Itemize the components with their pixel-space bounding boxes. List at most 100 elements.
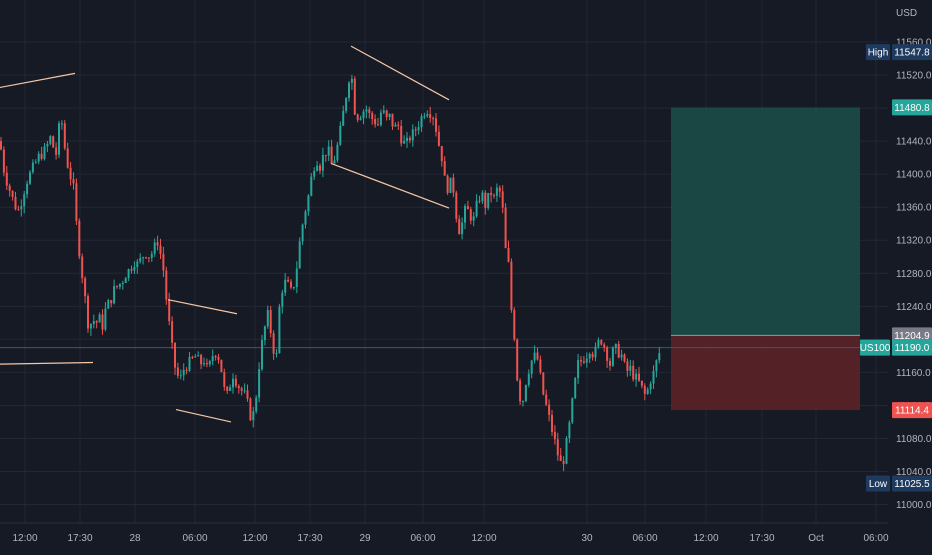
candle-body [237, 385, 240, 389]
candle-body [539, 359, 542, 373]
candle-body [440, 146, 443, 162]
current-price-label-tag: US100 [860, 343, 891, 354]
candle-body [2, 149, 5, 173]
y-tick-label: 11520.0 [896, 71, 932, 82]
candle-body [26, 183, 29, 195]
trendline[interactable] [0, 72, 76, 89]
candle-body [391, 113, 394, 127]
candle-body [101, 314, 104, 330]
candle-body [165, 270, 168, 300]
trendline[interactable] [350, 45, 450, 101]
stop-zone[interactable] [671, 335, 860, 411]
candle-body [629, 365, 632, 371]
candle-body [92, 321, 95, 324]
candle-body [582, 361, 585, 363]
candle-body [348, 82, 350, 99]
candle-body [75, 183, 78, 221]
candle-body [345, 98, 348, 111]
candle-body [374, 119, 377, 125]
candle-body [46, 143, 49, 147]
candle-body [78, 220, 81, 257]
trendlines[interactable] [0, 45, 450, 423]
candle-body [556, 439, 559, 456]
candle-body [232, 378, 234, 388]
entry-price-label-bg [892, 327, 932, 344]
candle-body [603, 344, 606, 348]
y-tick-label: 11360.0 [896, 203, 932, 214]
candle-body [388, 113, 391, 118]
candle-body [423, 116, 426, 118]
candlesticks [0, 74, 661, 472]
candle-body [362, 111, 365, 119]
candle-body [397, 124, 400, 126]
candle-body [551, 414, 553, 432]
candle-body [249, 398, 252, 421]
candle-body [519, 380, 522, 402]
candle-body [113, 285, 116, 304]
x-tick-label: 06:00 [182, 533, 207, 544]
candle-body [571, 398, 574, 423]
candle-body [203, 363, 205, 365]
candle-body [609, 360, 611, 366]
candle-body [58, 123, 60, 155]
candle-body [110, 300, 113, 304]
candle-body [472, 216, 475, 221]
y-tick-label: 11560.0 [896, 38, 932, 49]
low-price-label-tag: Low [869, 479, 888, 490]
time-axis[interactable]: 12:00 17:30 28 06:00 12:00 17:30 29 06:00 12:00 3… [12, 533, 888, 544]
trendline[interactable] [175, 408, 232, 423]
candle-body [301, 224, 304, 242]
trendline[interactable] [0, 361, 94, 365]
y-tick-label: 11000.0 [896, 500, 932, 511]
candle-body [365, 109, 368, 112]
candle-body [371, 112, 374, 120]
candle-body [243, 390, 246, 392]
x-tick-label: Oct [808, 533, 824, 544]
candle-body [263, 326, 266, 341]
candle-body [580, 360, 582, 362]
candle-body [278, 306, 281, 354]
target-price-label-bg [892, 99, 932, 116]
candle-body [435, 118, 437, 132]
candle-body [240, 388, 243, 391]
candle-body [446, 175, 449, 193]
high-price-label-bg [892, 44, 932, 61]
candle-body [214, 356, 217, 358]
target-price-label: 11480.8 [894, 103, 930, 114]
high-price-label-tag: High [868, 48, 889, 59]
candle-body [640, 380, 643, 386]
candle-body [449, 177, 452, 193]
candle-body [577, 360, 580, 379]
y-tick-label: 11440.0 [896, 137, 932, 148]
candle-body [205, 363, 208, 365]
candle-body [107, 300, 110, 309]
candle-body [246, 390, 249, 399]
low-price-label-bg [892, 475, 932, 492]
candle-body [443, 161, 446, 176]
candle-body [591, 353, 594, 358]
candle-body [414, 129, 417, 131]
candle-body [339, 125, 342, 145]
candle-body [142, 257, 145, 259]
candle-body [150, 253, 153, 258]
candle-body [11, 190, 14, 197]
trendline[interactable] [330, 162, 450, 209]
price-axis[interactable]: USD 11560.011520.011480.011440.011400.01… [896, 8, 932, 511]
candle-body [174, 342, 176, 368]
trendline[interactable] [167, 299, 238, 315]
candle-body [14, 196, 17, 210]
x-tick-label: 12:00 [471, 533, 496, 544]
candle-body [266, 310, 269, 327]
candle-body [234, 378, 237, 386]
candle-body [510, 261, 513, 310]
candle-body [611, 347, 614, 366]
current-price-label: 11190.0 [895, 343, 930, 354]
candle-body [258, 369, 261, 398]
position-zones [0, 107, 888, 411]
candle-body [437, 131, 440, 147]
candle-body [498, 187, 501, 192]
candle-body [417, 127, 420, 131]
target-zone[interactable] [671, 107, 860, 336]
